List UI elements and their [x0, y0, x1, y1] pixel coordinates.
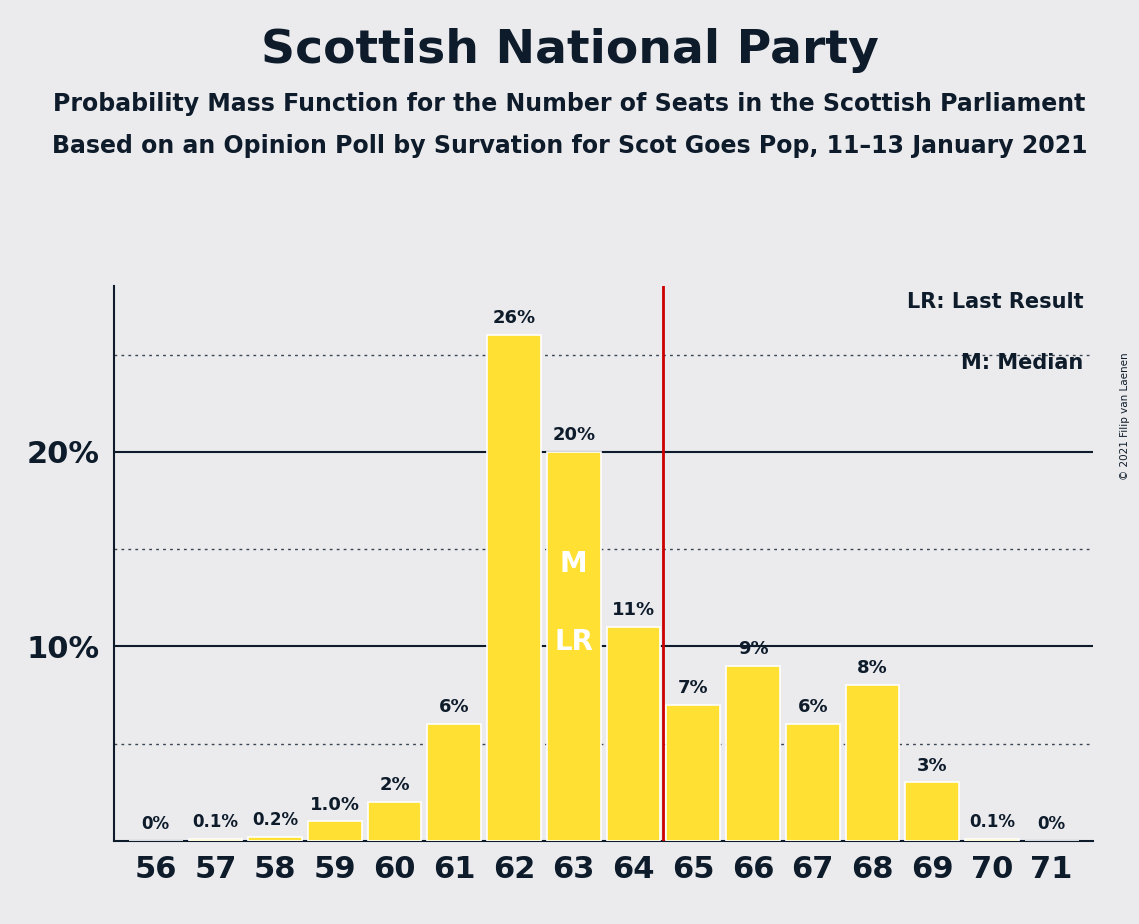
Text: 26%: 26%: [492, 310, 535, 327]
Text: 0.2%: 0.2%: [252, 811, 298, 829]
Text: 0%: 0%: [141, 815, 170, 833]
Text: 1.0%: 1.0%: [310, 796, 360, 814]
Text: 0%: 0%: [1038, 815, 1066, 833]
Text: 6%: 6%: [797, 699, 828, 716]
Text: 0.1%: 0.1%: [192, 813, 238, 831]
Bar: [965, 839, 1018, 841]
Text: 9%: 9%: [738, 640, 769, 658]
Bar: [547, 452, 600, 841]
Text: M: Median: M: Median: [961, 353, 1083, 373]
Text: 11%: 11%: [612, 602, 655, 619]
Text: 7%: 7%: [678, 679, 708, 697]
Text: M: M: [560, 550, 588, 578]
Text: Based on an Opinion Poll by Survation for Scot Goes Pop, 11–13 January 2021: Based on an Opinion Poll by Survation fo…: [51, 134, 1088, 158]
Bar: [248, 837, 302, 841]
Bar: [906, 783, 959, 841]
Text: 6%: 6%: [439, 699, 469, 716]
Text: 2%: 2%: [379, 776, 410, 794]
Text: © 2021 Filip van Laenen: © 2021 Filip van Laenen: [1121, 352, 1130, 480]
Text: LR: LR: [555, 628, 593, 656]
Text: 8%: 8%: [857, 660, 887, 677]
Text: Scottish National Party: Scottish National Party: [261, 28, 878, 73]
Bar: [607, 626, 661, 841]
Bar: [845, 686, 900, 841]
Bar: [427, 724, 481, 841]
Text: 3%: 3%: [917, 757, 948, 774]
Bar: [189, 839, 243, 841]
Bar: [368, 802, 421, 841]
Bar: [726, 666, 780, 841]
Text: 20%: 20%: [552, 426, 596, 444]
Bar: [786, 724, 839, 841]
Text: 0.1%: 0.1%: [969, 813, 1015, 831]
Text: Probability Mass Function for the Number of Seats in the Scottish Parliament: Probability Mass Function for the Number…: [54, 92, 1085, 116]
Bar: [666, 705, 720, 841]
Bar: [308, 821, 362, 841]
Text: LR: Last Result: LR: Last Result: [907, 292, 1083, 312]
Bar: [487, 335, 541, 841]
